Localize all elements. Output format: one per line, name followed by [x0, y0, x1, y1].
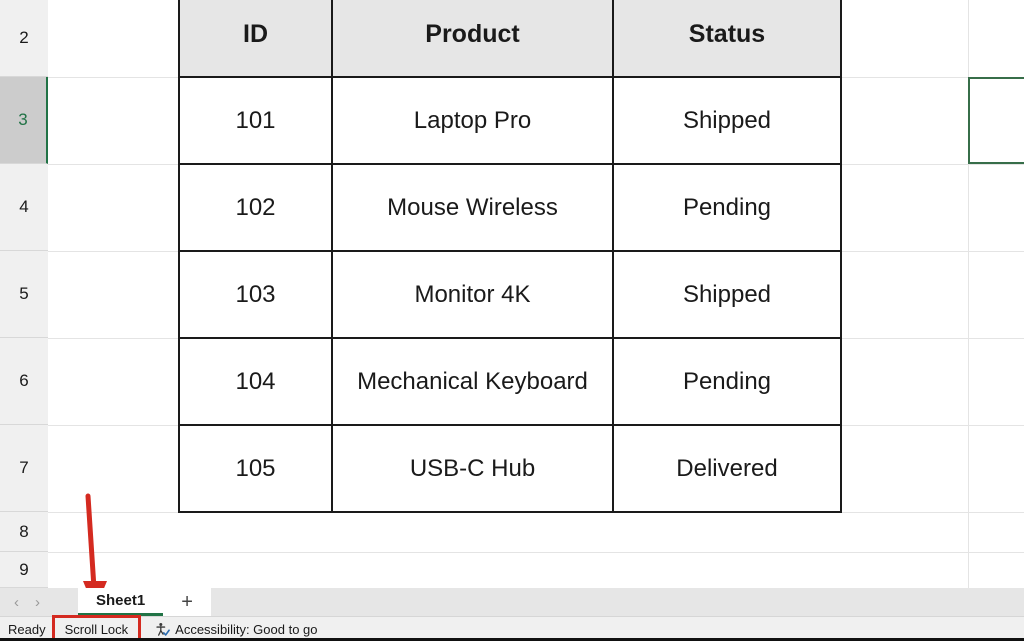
- gridline-vertical: [968, 0, 969, 588]
- column-header-id[interactable]: ID: [178, 0, 333, 78]
- cell-product[interactable]: Mechanical Keyboard: [331, 337, 614, 426]
- status-bar: Ready Scroll Lock Accessibility: Good to…: [0, 614, 1024, 641]
- row-header-2[interactable]: 2: [0, 0, 48, 77]
- row-header-4[interactable]: 4: [0, 164, 48, 251]
- annotation-arrow-icon: [83, 493, 107, 588]
- worksheet-grid[interactable]: ID Product Status 101 Laptop Pro Shipped 10…: [0, 0, 1024, 588]
- cell-status[interactable]: Pending: [612, 163, 842, 252]
- sheet-nav-arrows: ‹ ›: [0, 588, 46, 616]
- cell-status[interactable]: Shipped: [612, 250, 842, 339]
- bottom-strip: [0, 638, 1024, 641]
- row-header-8[interactable]: 8: [0, 512, 48, 552]
- table-row[interactable]: 101 Laptop Pro Shipped: [178, 76, 842, 165]
- gridline-horizontal: [48, 552, 1024, 553]
- active-cell-selection[interactable]: [968, 77, 1024, 164]
- add-sheet-button[interactable]: +: [163, 588, 211, 616]
- cell-product[interactable]: Laptop Pro: [331, 76, 614, 165]
- table-row[interactable]: 104 Mechanical Keyboard Pending: [178, 337, 842, 426]
- sheet-tab-bar: ‹ › Sheet1 +: [0, 588, 1024, 616]
- table-row[interactable]: 105 USB-C Hub Delivered: [178, 424, 842, 513]
- previous-sheet-icon[interactable]: ‹: [14, 593, 19, 611]
- table-header-row: ID Product Status: [178, 0, 842, 78]
- cell-product[interactable]: Mouse Wireless: [331, 163, 614, 252]
- row-header-9[interactable]: 9: [0, 552, 48, 588]
- cell-product[interactable]: USB-C Hub: [331, 424, 614, 513]
- cell-id[interactable]: 102: [178, 163, 333, 252]
- status-scroll-lock-group[interactable]: Scroll Lock: [51, 614, 142, 641]
- status-scroll-lock-label[interactable]: Scroll Lock: [64, 621, 129, 637]
- status-accessibility-group[interactable]: Accessibility: Good to go: [155, 621, 318, 637]
- cell-product[interactable]: Monitor 4K: [331, 250, 614, 339]
- cell-id[interactable]: 103: [178, 250, 333, 339]
- cell-status[interactable]: Pending: [612, 337, 842, 426]
- next-sheet-icon[interactable]: ›: [35, 593, 40, 611]
- table-row[interactable]: 103 Monitor 4K Shipped: [178, 250, 842, 339]
- status-accessibility-label: Accessibility: Good to go: [175, 621, 318, 637]
- column-header-status[interactable]: Status: [612, 0, 842, 78]
- row-header-6[interactable]: 6: [0, 338, 48, 425]
- table-row[interactable]: 102 Mouse Wireless Pending: [178, 163, 842, 252]
- row-header-7[interactable]: 7: [0, 425, 48, 512]
- row-header-5[interactable]: 5: [0, 251, 48, 338]
- sheet-tab-sheet1[interactable]: Sheet1: [78, 588, 164, 616]
- accessibility-icon: [156, 622, 171, 636]
- sheet-tab-label: Sheet1: [96, 592, 146, 609]
- table-body: 101 Laptop Pro Shipped 102 Mouse Wireless Pen…: [178, 76, 842, 513]
- cell-status[interactable]: Shipped: [612, 76, 842, 165]
- column-header-product[interactable]: Product: [331, 0, 614, 78]
- row-header-3[interactable]: 3: [0, 77, 48, 164]
- cell-status[interactable]: Delivered: [612, 424, 842, 513]
- cell-id[interactable]: 101: [178, 76, 333, 165]
- product-table[interactable]: ID Product Status 101 Laptop Pro Shipped 10…: [178, 0, 842, 513]
- status-ready-label: Ready: [8, 621, 46, 637]
- cell-id[interactable]: 104: [178, 337, 333, 426]
- cell-id[interactable]: 105: [178, 424, 333, 513]
